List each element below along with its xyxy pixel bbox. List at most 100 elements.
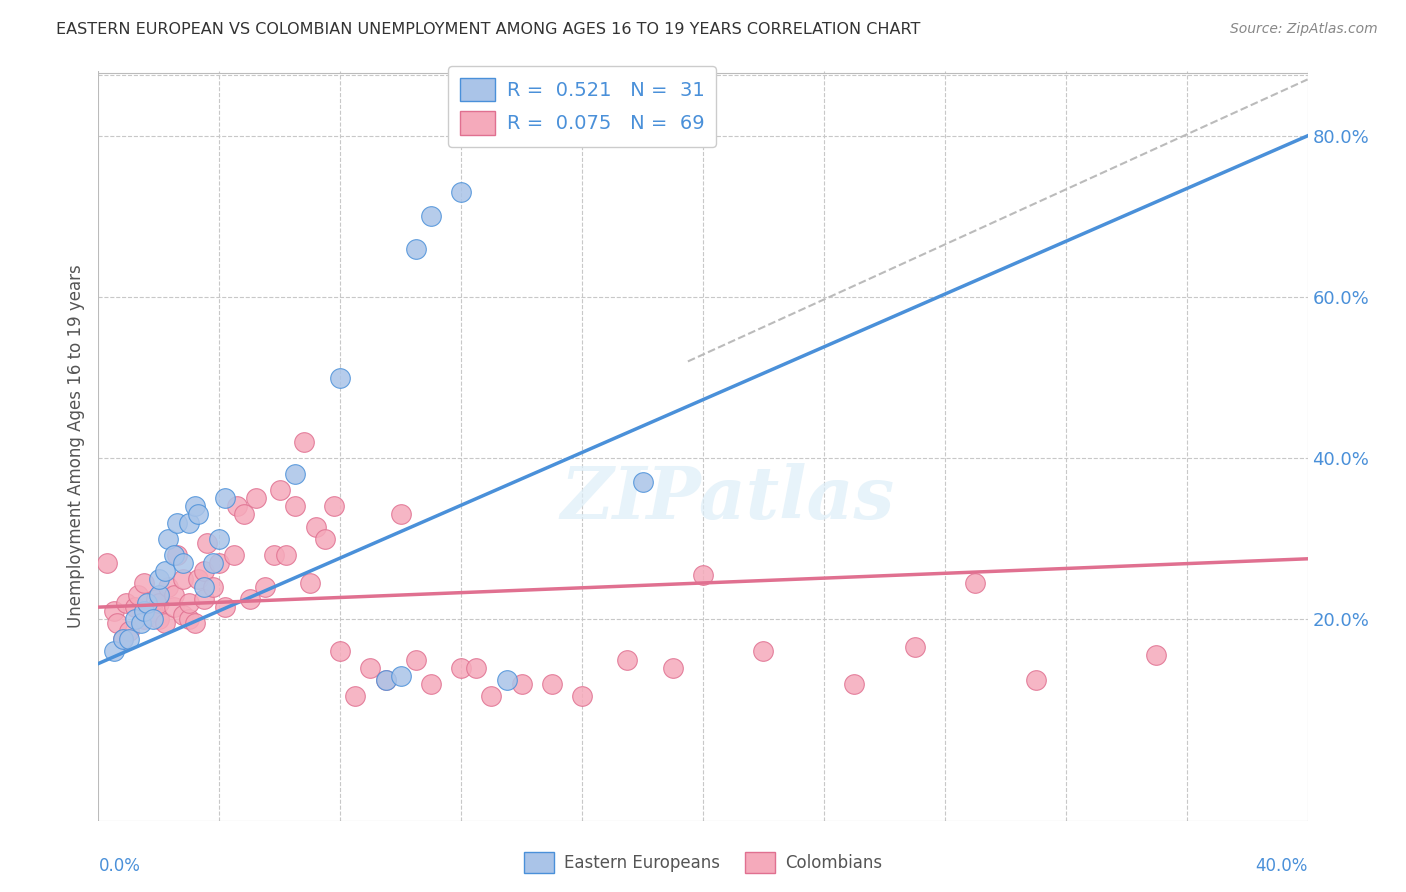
Point [450,185,472,199]
Point [132,576,155,591]
Point [844,676,866,690]
Point [132,604,155,618]
Point [253,580,276,594]
Point [232,508,254,522]
Point [153,564,176,578]
Point [510,676,533,690]
Point [184,500,207,514]
Point [111,632,134,647]
Point [274,548,297,562]
Point [374,673,396,687]
Point [495,673,517,687]
Point [148,596,170,610]
Point [661,660,683,674]
Point [163,600,186,615]
Point [156,532,179,546]
Point [226,500,249,514]
Point [904,640,927,655]
Point [135,596,157,610]
Point [202,580,225,594]
Point [360,660,382,674]
Point [142,604,165,618]
Point [148,612,170,626]
Point [124,612,146,626]
Point [374,673,396,687]
Point [142,612,165,626]
Point [305,519,328,533]
Point [135,608,157,623]
Point [1144,648,1167,663]
Point [571,689,593,703]
Point [145,592,167,607]
Point [420,210,443,224]
Point [166,516,188,530]
Point [118,624,141,639]
Point [284,467,307,482]
Point [187,572,209,586]
Point [269,483,291,498]
Point [184,616,207,631]
Point [208,556,231,570]
Point [193,564,215,578]
Point [405,242,427,256]
Point [239,592,262,607]
Point [214,491,236,506]
Point [114,596,136,610]
Point [329,644,352,658]
Point [284,500,307,514]
Point [344,689,367,703]
Point [179,612,201,626]
Point [166,548,188,562]
Point [111,632,134,647]
Point [193,592,215,607]
Legend: Eastern Europeans, Colombians: Eastern Europeans, Colombians [517,846,889,880]
Point [127,588,149,602]
Point [405,652,427,666]
Point [299,576,322,591]
Point [172,572,194,586]
Point [179,516,201,530]
Point [214,600,236,615]
Point [129,616,152,631]
Point [752,644,775,658]
Point [389,508,412,522]
Text: Source: ZipAtlas.com: Source: ZipAtlas.com [1230,22,1378,37]
Point [540,676,562,690]
Point [481,689,503,703]
Point [172,608,194,623]
Point [323,500,346,514]
Point [450,660,472,674]
Point [420,676,443,690]
Point [96,556,118,570]
Text: ZIPatlas: ZIPatlas [560,463,894,534]
Point [187,508,209,522]
Point [1024,673,1046,687]
Point [148,588,170,602]
Point [148,572,170,586]
Point [179,596,201,610]
Legend: R =  0.521   N =  31, R =  0.075   N =  69: R = 0.521 N = 31, R = 0.075 N = 69 [449,66,716,146]
Point [389,668,412,682]
Point [153,616,176,631]
Point [965,576,987,591]
Point [692,568,714,582]
Point [103,644,125,658]
Point [163,548,186,562]
Point [263,548,285,562]
Point [202,556,225,570]
Point [195,535,218,549]
Point [616,652,638,666]
Point [124,600,146,615]
Y-axis label: Unemployment Among Ages 16 to 19 years: Unemployment Among Ages 16 to 19 years [66,264,84,628]
Point [314,532,336,546]
Point [163,588,186,602]
Point [631,475,654,490]
Point [156,580,179,594]
Text: 0.0%: 0.0% [98,857,141,875]
Point [329,370,352,384]
Point [193,580,215,594]
Point [132,612,155,626]
Point [208,532,231,546]
Point [292,434,315,449]
Point [103,604,125,618]
